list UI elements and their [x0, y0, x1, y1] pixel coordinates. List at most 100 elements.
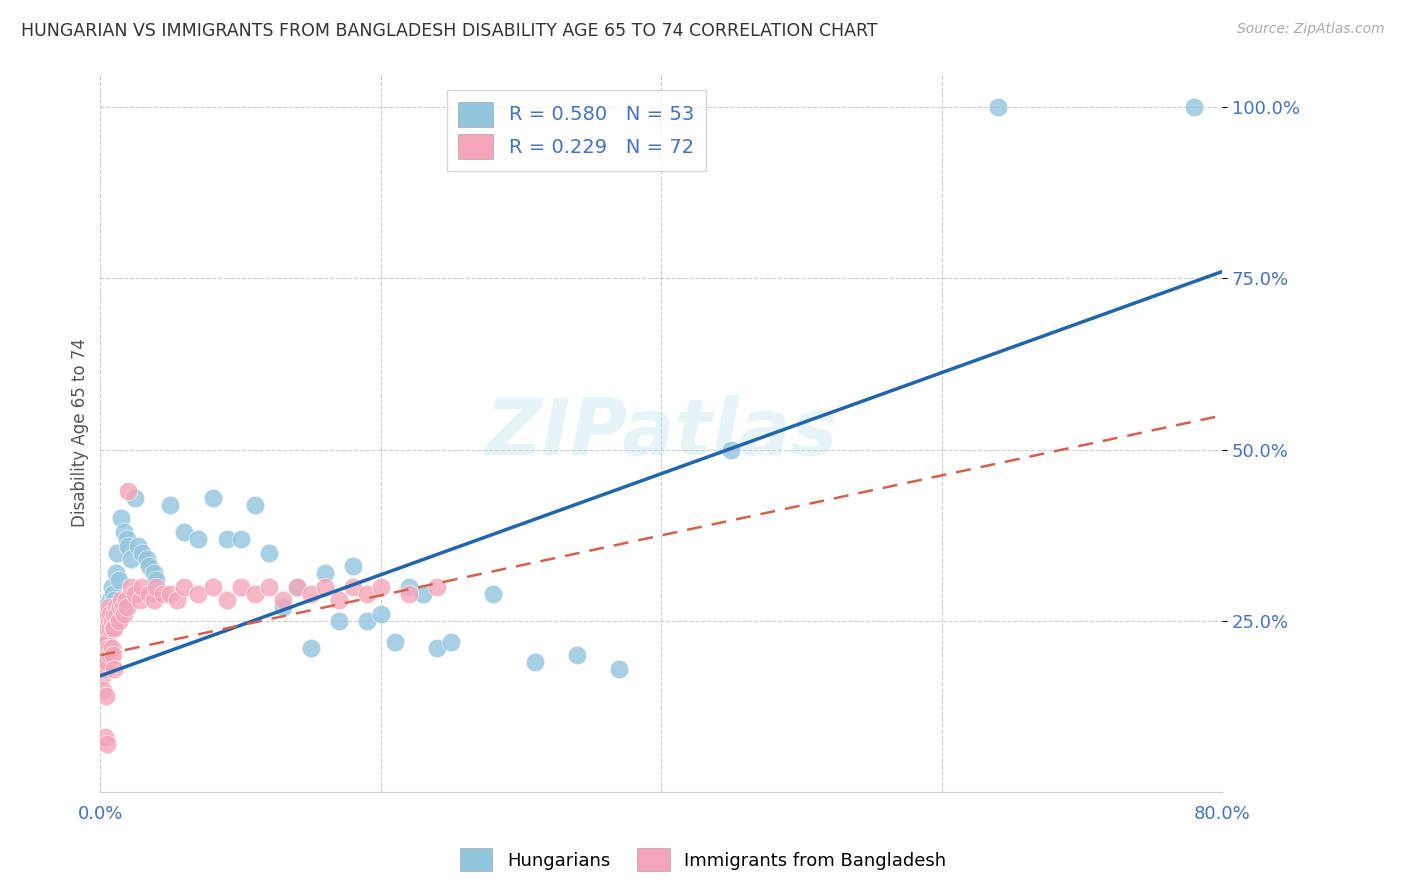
Point — [103, 621, 125, 635]
Point — [91, 628, 114, 642]
Point — [91, 655, 114, 669]
Point — [100, 580, 122, 594]
Point — [328, 593, 350, 607]
Point — [187, 586, 209, 600]
Point — [94, 628, 117, 642]
Point — [166, 593, 188, 607]
Point — [243, 586, 266, 600]
Point — [114, 593, 136, 607]
Y-axis label: Disability Age 65 to 74: Disability Age 65 to 74 — [72, 338, 89, 527]
Point — [107, 614, 129, 628]
Point — [314, 580, 336, 594]
Point — [96, 621, 118, 635]
Point — [117, 539, 139, 553]
Point — [96, 655, 118, 669]
Point — [257, 545, 280, 559]
Point — [96, 634, 118, 648]
Point — [97, 641, 120, 656]
Point — [482, 586, 505, 600]
Point — [201, 580, 224, 594]
Point — [299, 641, 322, 656]
Point — [101, 621, 124, 635]
Point — [110, 511, 132, 525]
Point — [138, 559, 160, 574]
Point — [356, 614, 378, 628]
Point — [271, 600, 294, 615]
Point — [159, 586, 181, 600]
Text: HUNGARIAN VS IMMIGRANTS FROM BANGLADESH DISABILITY AGE 65 TO 74 CORRELATION CHAR: HUNGARIAN VS IMMIGRANTS FROM BANGLADESH … — [21, 22, 877, 40]
Point — [112, 607, 135, 622]
Point — [94, 614, 117, 628]
Point — [117, 483, 139, 498]
Point — [370, 580, 392, 594]
Point — [103, 607, 125, 622]
Point — [105, 545, 128, 559]
Point — [101, 586, 124, 600]
Point — [108, 600, 131, 615]
Point — [94, 628, 117, 642]
Point — [91, 641, 114, 656]
Point — [98, 648, 121, 663]
Point — [91, 682, 114, 697]
Point — [107, 573, 129, 587]
Point — [720, 442, 742, 457]
Point — [111, 600, 134, 615]
Point — [523, 655, 546, 669]
Point — [101, 648, 124, 663]
Point — [398, 586, 420, 600]
Point — [356, 586, 378, 600]
Point — [93, 648, 115, 663]
Point — [299, 586, 322, 600]
Point — [115, 600, 138, 615]
Legend: R = 0.580   N = 53, R = 0.229   N = 72: R = 0.580 N = 53, R = 0.229 N = 72 — [447, 90, 706, 171]
Point — [93, 600, 115, 615]
Point — [271, 593, 294, 607]
Point — [370, 607, 392, 622]
Point — [987, 100, 1010, 114]
Point — [1182, 100, 1205, 114]
Point — [384, 634, 406, 648]
Point — [142, 593, 165, 607]
Point — [173, 580, 195, 594]
Point — [104, 600, 127, 615]
Point — [243, 498, 266, 512]
Point — [142, 566, 165, 580]
Point — [96, 607, 118, 622]
Point — [145, 580, 167, 594]
Point — [229, 580, 252, 594]
Point — [128, 593, 150, 607]
Point — [103, 662, 125, 676]
Point — [97, 621, 120, 635]
Point — [314, 566, 336, 580]
Point — [97, 600, 120, 615]
Point — [152, 586, 174, 600]
Point — [100, 614, 122, 628]
Text: ZIPatlas: ZIPatlas — [485, 394, 837, 471]
Point — [124, 491, 146, 505]
Point — [187, 532, 209, 546]
Point — [97, 614, 120, 628]
Point — [440, 634, 463, 648]
Point — [104, 566, 127, 580]
Point — [342, 580, 364, 594]
Point — [285, 580, 308, 594]
Point — [115, 532, 138, 546]
Point — [98, 621, 121, 635]
Text: Source: ZipAtlas.com: Source: ZipAtlas.com — [1237, 22, 1385, 37]
Point — [94, 690, 117, 704]
Point — [127, 539, 149, 553]
Point — [159, 498, 181, 512]
Point — [124, 586, 146, 600]
Point — [90, 669, 112, 683]
Point — [96, 737, 118, 751]
Point — [131, 545, 153, 559]
Point — [398, 580, 420, 594]
Point — [93, 731, 115, 745]
Point — [342, 559, 364, 574]
Point — [96, 607, 118, 622]
Point — [93, 621, 115, 635]
Point — [215, 593, 238, 607]
Point — [215, 532, 238, 546]
Point — [105, 607, 128, 622]
Point — [110, 593, 132, 607]
